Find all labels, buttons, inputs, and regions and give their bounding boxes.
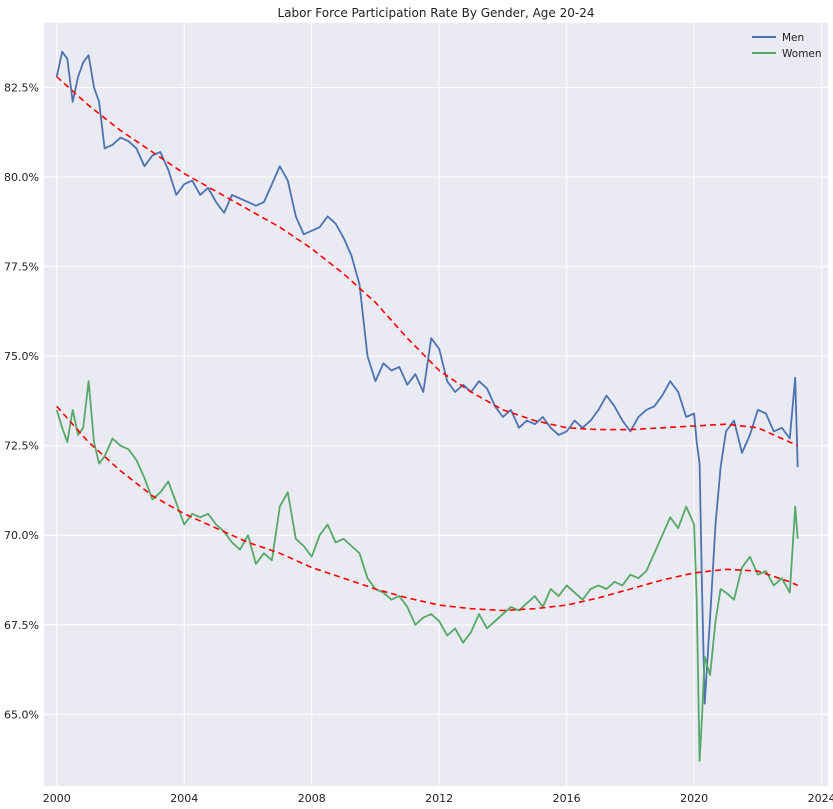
series-line-men [55,50,799,705]
y-tick-label: 77.5% [4,261,39,274]
series-line-women [55,380,799,762]
x-tick-label: 2000 [43,792,71,805]
axis-labels: 2000 2004 2008 2012 2016 2020 2024 65.0% 67.5% 70… [4,81,833,805]
trend-line-men [56,76,799,447]
y-tick-label: 70.0% [4,529,39,542]
series-layer [55,50,799,762]
x-tick-label: 2012 [425,792,453,805]
x-tick-label: 2020 [680,792,708,805]
chart-title: Labor Force Participation Rate By Gender… [278,6,595,20]
legend-label-men: Men [782,32,804,44]
legend-label-women: Women [782,48,822,60]
y-tick-label: 80.0% [4,171,39,184]
y-tick-label: 82.5% [4,81,39,94]
x-tick-label: 2016 [553,792,581,805]
legend: Men Women [752,32,822,60]
x-tick-label: 2024 [808,792,833,805]
y-tick-label: 75.0% [4,350,39,363]
y-tick-label: 67.5% [4,619,39,632]
y-tick-label: 65.0% [4,708,39,721]
x-tick-label: 2004 [170,792,198,805]
x-tick-label: 2008 [298,792,326,805]
y-tick-label: 72.5% [4,440,39,453]
